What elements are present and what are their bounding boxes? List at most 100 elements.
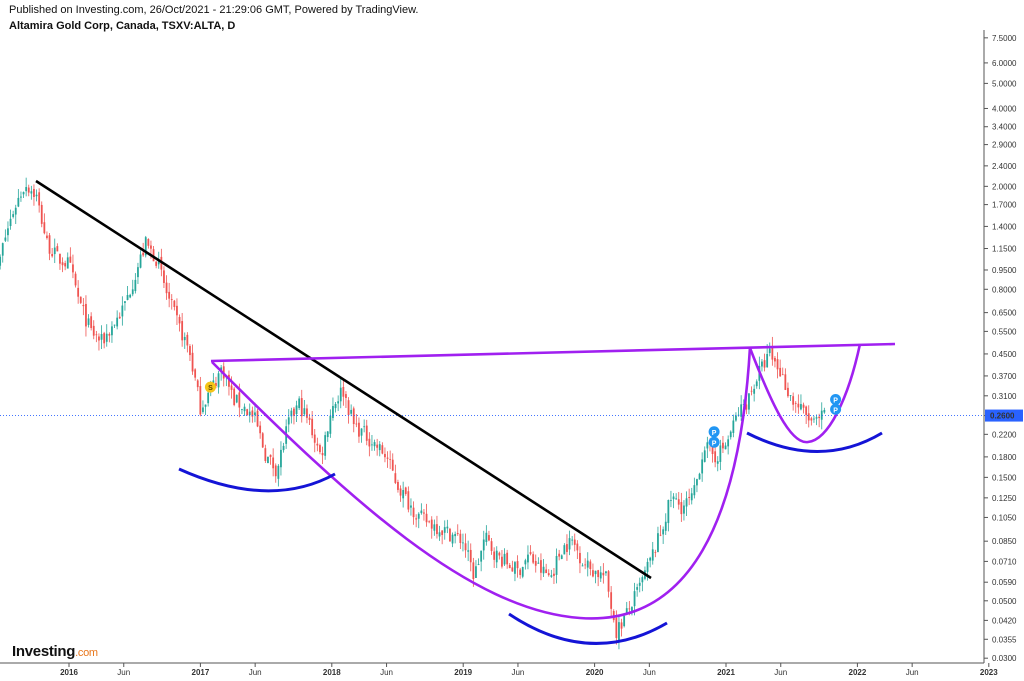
candle-body xyxy=(20,196,22,198)
candle-body xyxy=(527,554,529,563)
candle-body xyxy=(602,572,605,576)
candle-body xyxy=(69,256,72,263)
candle-body xyxy=(425,513,428,523)
published-caption: Published on Investing.com, 26/Oct/2021 … xyxy=(9,4,419,16)
candle-body xyxy=(475,566,477,578)
candle-body xyxy=(306,408,308,418)
candle-body xyxy=(59,253,61,264)
candle-body xyxy=(272,457,275,469)
candle-body xyxy=(163,270,165,283)
candle-body xyxy=(87,318,90,325)
candle-body xyxy=(698,473,701,480)
candle-body xyxy=(807,413,810,421)
candle-body xyxy=(464,543,467,551)
candle-body xyxy=(490,541,493,551)
candle-body xyxy=(789,395,792,397)
candle-body xyxy=(449,528,451,542)
candle-body xyxy=(290,410,293,417)
x-tick-label: 2023 xyxy=(980,668,998,677)
candle-body xyxy=(558,553,561,557)
candle-body xyxy=(79,296,82,303)
candle-body xyxy=(654,552,657,553)
candle-body xyxy=(690,493,693,501)
x-tick-label: Jun xyxy=(906,668,919,677)
candle-body xyxy=(571,539,574,541)
candle-body xyxy=(802,404,805,408)
candle-body xyxy=(316,443,319,446)
candle-body xyxy=(433,524,436,531)
candle-body xyxy=(745,404,748,410)
candle-body xyxy=(618,622,620,641)
candle-body xyxy=(207,392,210,404)
candle-body xyxy=(636,587,639,590)
candle-body xyxy=(9,218,12,227)
candle-body xyxy=(124,301,126,303)
candle-body xyxy=(493,551,496,560)
candle-body xyxy=(397,481,399,490)
candle-body xyxy=(274,465,277,477)
candle-body xyxy=(183,336,186,341)
candle-body xyxy=(363,426,366,428)
candle-body xyxy=(477,564,480,565)
candle-body xyxy=(740,404,743,417)
candle-body xyxy=(443,527,446,533)
candle-body xyxy=(92,325,95,336)
candle-body xyxy=(129,294,132,298)
candle-body xyxy=(51,253,54,257)
candle-body xyxy=(277,465,280,479)
event-marker xyxy=(708,436,720,448)
candle-body xyxy=(90,316,93,329)
y-tick-label: 0.0300 xyxy=(992,654,1017,663)
candle-body xyxy=(696,479,698,486)
candle-body xyxy=(719,445,722,462)
candle-body xyxy=(108,334,111,336)
candle-body xyxy=(199,386,202,415)
candle-body xyxy=(779,367,782,377)
candle-body xyxy=(417,513,420,519)
candle-body xyxy=(524,560,527,565)
candle-body xyxy=(230,385,233,390)
candle-body xyxy=(303,408,306,415)
candle-body xyxy=(378,444,381,451)
candle-body xyxy=(228,374,230,387)
candle-body xyxy=(345,394,347,398)
candle-body xyxy=(251,410,254,417)
y-tick-label: 0.9500 xyxy=(992,266,1017,275)
candle-body xyxy=(121,305,124,317)
candle-body xyxy=(563,545,566,555)
last-price-label: 0.2600 xyxy=(990,412,1015,421)
investing-logo[interactable]: Investing.com xyxy=(12,643,98,660)
axes: 7.5000 6.0000 5.0000 4.0000 3.4000 2.9000 2.40… xyxy=(0,30,1023,677)
candle-body xyxy=(311,418,314,436)
candle-body xyxy=(332,405,334,419)
cup-curve xyxy=(211,346,752,620)
candle-body xyxy=(137,267,139,278)
x-tick-label: Jun xyxy=(117,668,130,677)
candle-body xyxy=(371,444,373,446)
candle-body xyxy=(599,572,602,579)
candle-body xyxy=(750,390,753,392)
candle-body xyxy=(670,500,672,501)
candle-body xyxy=(446,526,449,529)
candle-body xyxy=(269,454,272,457)
candle-body xyxy=(173,300,176,308)
candle-body xyxy=(823,409,826,413)
candle-body xyxy=(469,549,472,563)
candle-body xyxy=(111,326,113,336)
y-tick-label: 0.0500 xyxy=(992,597,1017,606)
downtrend-line xyxy=(35,179,652,580)
x-tick-label: Jun xyxy=(380,668,393,677)
candle-body xyxy=(48,235,51,254)
candle-body xyxy=(116,317,119,327)
candle-body xyxy=(150,245,152,249)
candle-body xyxy=(724,445,727,450)
candle-body xyxy=(430,519,433,529)
candle-body xyxy=(693,485,696,496)
candle-body xyxy=(282,445,285,451)
candle-body xyxy=(657,533,659,552)
candle-body xyxy=(664,521,667,531)
candle-body xyxy=(456,533,459,535)
candle-body xyxy=(553,573,555,576)
candle-body xyxy=(189,346,191,356)
